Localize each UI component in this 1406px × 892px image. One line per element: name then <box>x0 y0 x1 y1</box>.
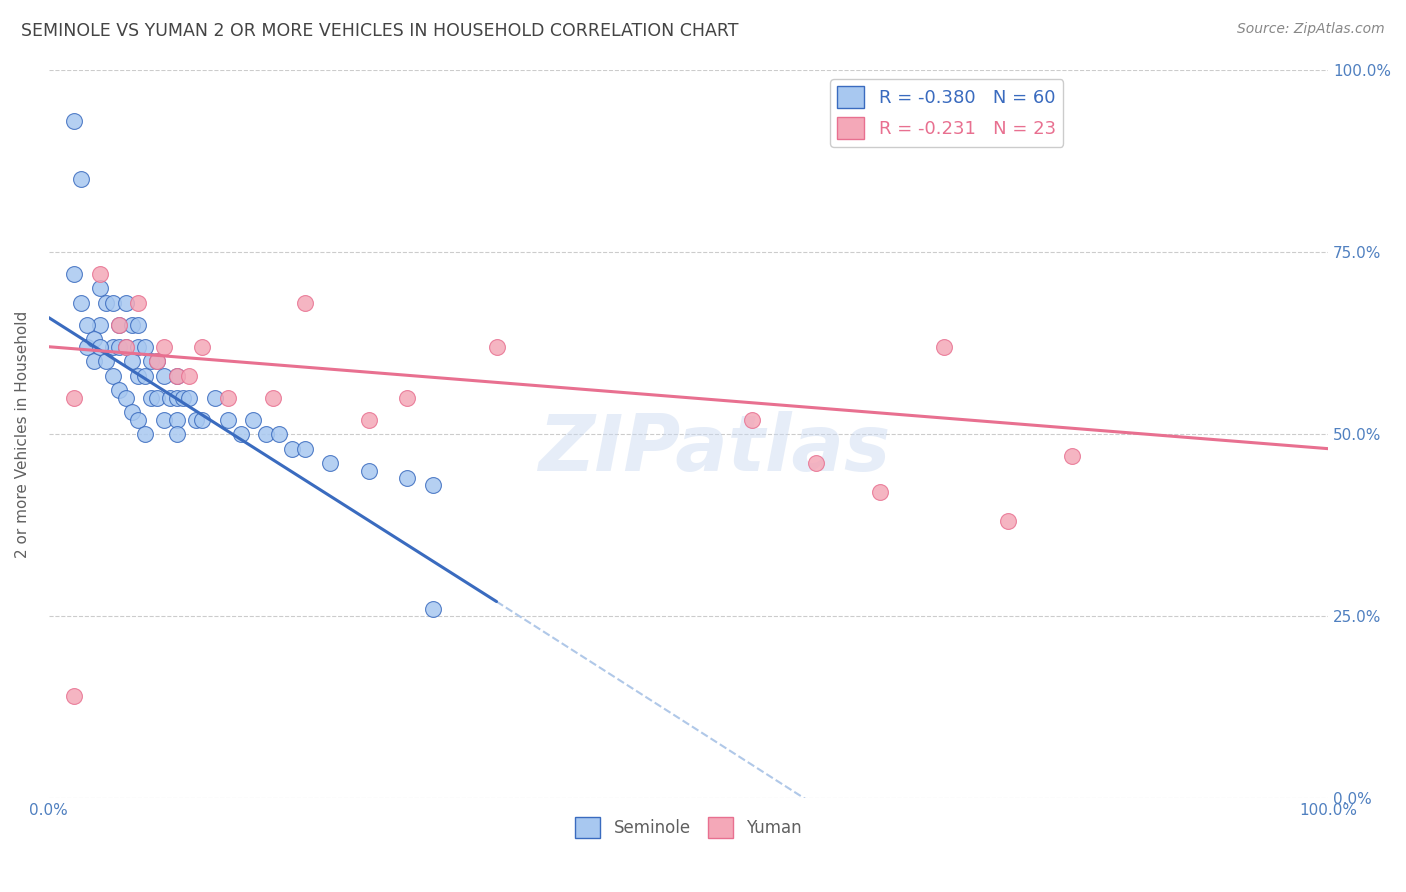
Point <box>1062 449 1084 463</box>
Point <box>134 340 156 354</box>
Point <box>139 354 162 368</box>
Point <box>395 471 418 485</box>
Point <box>127 340 149 354</box>
Point <box>76 318 98 332</box>
Point <box>357 412 380 426</box>
Point <box>179 368 201 383</box>
Point <box>89 340 111 354</box>
Point <box>217 412 239 426</box>
Point <box>422 478 444 492</box>
Point <box>114 296 136 310</box>
Point <box>229 427 252 442</box>
Point <box>83 354 105 368</box>
Text: Source: ZipAtlas.com: Source: ZipAtlas.com <box>1237 22 1385 37</box>
Point <box>114 391 136 405</box>
Point <box>294 296 316 310</box>
Point <box>63 391 86 405</box>
Point <box>191 412 214 426</box>
Point <box>485 340 508 354</box>
Point <box>395 391 418 405</box>
Point <box>294 442 316 456</box>
Point <box>96 354 118 368</box>
Point <box>179 391 201 405</box>
Point <box>89 267 111 281</box>
Point <box>121 354 143 368</box>
Point <box>63 114 86 128</box>
Legend: Seminole, Yuman: Seminole, Yuman <box>569 811 808 845</box>
Point <box>63 690 86 704</box>
Point <box>153 368 176 383</box>
Point <box>166 412 188 426</box>
Y-axis label: 2 or more Vehicles in Household: 2 or more Vehicles in Household <box>15 310 30 558</box>
Point <box>96 296 118 310</box>
Point <box>146 354 169 368</box>
Point <box>806 456 828 470</box>
Point <box>191 340 214 354</box>
Point <box>101 368 124 383</box>
Point <box>121 318 143 332</box>
Point <box>422 602 444 616</box>
Point <box>172 391 194 405</box>
Point <box>108 384 131 398</box>
Point <box>254 427 277 442</box>
Point <box>114 340 136 354</box>
Point <box>83 333 105 347</box>
Point <box>741 412 763 426</box>
Point <box>108 318 131 332</box>
Point <box>184 412 207 426</box>
Point <box>127 296 149 310</box>
Point <box>101 296 124 310</box>
Text: ZIPatlas: ZIPatlas <box>538 410 890 487</box>
Point <box>166 427 188 442</box>
Point <box>146 354 169 368</box>
Point <box>204 391 226 405</box>
Point <box>89 318 111 332</box>
Point <box>319 456 342 470</box>
Point <box>153 412 176 426</box>
Point <box>69 172 91 186</box>
Point <box>139 391 162 405</box>
Point <box>934 340 956 354</box>
Point <box>869 485 891 500</box>
Point <box>242 412 264 426</box>
Point <box>121 405 143 419</box>
Point <box>108 340 131 354</box>
Text: SEMINOLE VS YUMAN 2 OR MORE VEHICLES IN HOUSEHOLD CORRELATION CHART: SEMINOLE VS YUMAN 2 OR MORE VEHICLES IN … <box>21 22 738 40</box>
Point <box>262 391 284 405</box>
Point <box>281 442 304 456</box>
Point <box>108 318 131 332</box>
Point <box>166 368 188 383</box>
Point <box>159 391 181 405</box>
Point <box>76 340 98 354</box>
Point <box>153 340 176 354</box>
Point <box>127 368 149 383</box>
Point <box>997 515 1019 529</box>
Point <box>69 296 91 310</box>
Point <box>166 368 188 383</box>
Point <box>357 463 380 477</box>
Point <box>127 318 149 332</box>
Point <box>267 427 290 442</box>
Point <box>134 368 156 383</box>
Point <box>146 391 169 405</box>
Point <box>127 412 149 426</box>
Point <box>89 281 111 295</box>
Point <box>101 340 124 354</box>
Point <box>63 267 86 281</box>
Point <box>134 427 156 442</box>
Point <box>114 340 136 354</box>
Point <box>166 391 188 405</box>
Point <box>217 391 239 405</box>
